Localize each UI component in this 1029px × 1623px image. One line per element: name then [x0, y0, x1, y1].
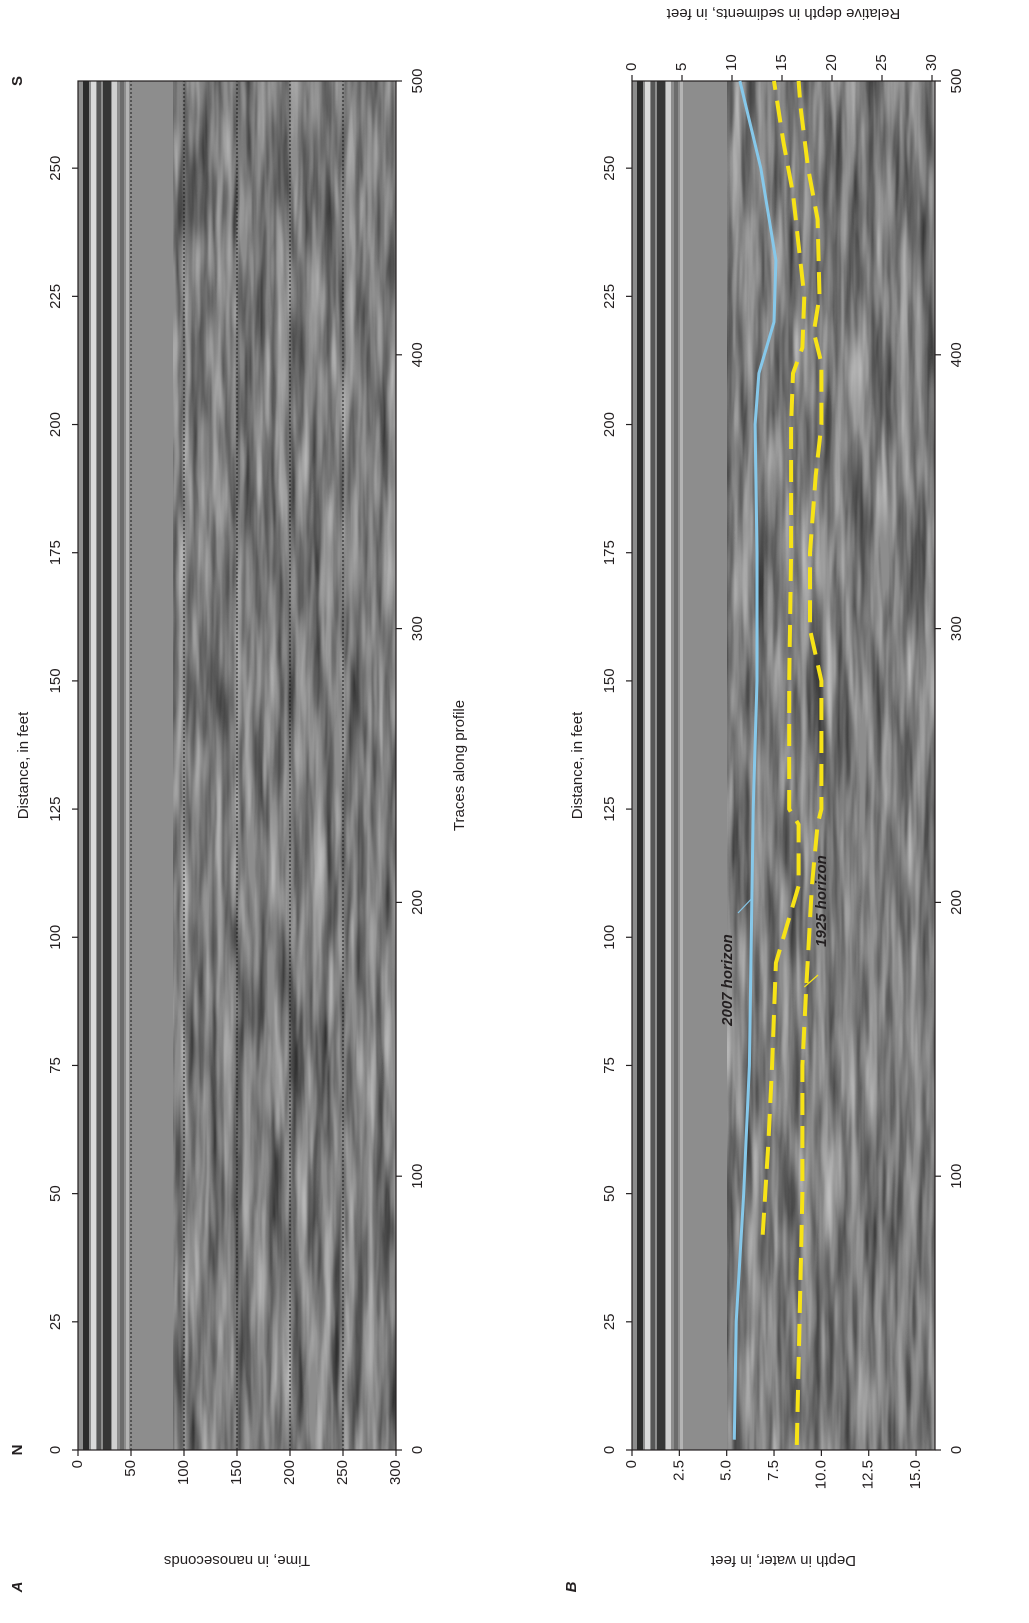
y-tick-label: 200 — [281, 1460, 298, 1485]
x2-axis-label: Traces along profile — [451, 700, 468, 831]
x-axis-label: Distance, in feet — [569, 711, 586, 819]
y2-tick-label: 30 — [923, 54, 940, 71]
x2-tick-label: 0 — [948, 1446, 965, 1454]
y-tick-label: 15.0 — [907, 1460, 924, 1489]
x-tick-label: 0 — [47, 1446, 64, 1454]
x2-tick-label: 500 — [948, 68, 965, 93]
x2-tick-label: 400 — [409, 342, 426, 367]
radar-band — [97, 81, 101, 1450]
radar-band — [645, 81, 650, 1450]
x-tick-label: 200 — [47, 412, 64, 437]
panel-label: B — [563, 1581, 580, 1592]
x-tick-label: 50 — [47, 1185, 64, 1202]
x-tick-label: 125 — [47, 797, 64, 822]
y-tick-label: 12.5 — [860, 1460, 877, 1489]
x2-tick-label: 200 — [948, 890, 965, 915]
radar-band — [651, 81, 655, 1450]
y-tick-label: 300 — [387, 1460, 404, 1485]
radar-band — [637, 81, 643, 1450]
x2-tick-label: 400 — [948, 342, 965, 367]
x2-tick-label: 300 — [409, 616, 426, 641]
figure: ANS0255075100125150175200225250Distance,… — [0, 0, 1029, 1623]
y-tick-label: 250 — [334, 1460, 351, 1485]
horizon-label: 1925 horizon — [813, 855, 830, 947]
x-tick-label: 100 — [601, 925, 618, 950]
radar-band — [126, 81, 129, 1450]
y-tick-label: 150 — [228, 1460, 245, 1485]
x-tick-label: 25 — [47, 1313, 64, 1330]
y-tick-label: 100 — [175, 1460, 192, 1485]
x-axis-label: Distance, in feet — [15, 711, 32, 819]
y-tick-label: 0 — [623, 1460, 640, 1468]
x-tick-label: 0 — [601, 1446, 618, 1454]
x-tick-label: 100 — [47, 925, 64, 950]
page: Ground-penetrating radar profiles {"char… — [0, 0, 1029, 1623]
x-tick-label: 175 — [47, 540, 64, 565]
x-tick-label: 75 — [47, 1057, 64, 1074]
y2-tick-label: 10 — [723, 54, 740, 71]
x-tick-label: 125 — [601, 797, 618, 822]
radar-band — [680, 81, 683, 1450]
x-tick-label: 25 — [601, 1313, 618, 1330]
x2-tick-label: 300 — [948, 616, 965, 641]
y-axis-label: Depth in water, in feet — [710, 1552, 856, 1569]
radar-band — [91, 81, 96, 1450]
x-tick-label: 225 — [47, 284, 64, 309]
y-tick-label: 2.5 — [670, 1460, 687, 1481]
radar-band — [120, 81, 124, 1450]
x-tick-label: 50 — [601, 1185, 618, 1202]
radar-band — [657, 81, 665, 1450]
page-body: ANS0255075100125150175200225250Distance,… — [0, 0, 1029, 1623]
y-tick-label: 5.0 — [718, 1460, 735, 1481]
y2-tick-label: 25 — [873, 54, 890, 71]
x2-tick-label: 100 — [948, 1164, 965, 1189]
y2-tick-label: 20 — [823, 54, 840, 71]
radar-band — [666, 81, 671, 1450]
x2-tick-label: 500 — [409, 68, 426, 93]
end-label: S — [9, 76, 26, 86]
rotated-figure: ANS0255075100125150175200225250Distance,… — [9, 5, 965, 1593]
y-axis-label: Time, in nanoseconds — [164, 1552, 310, 1569]
x-tick-label: 225 — [601, 284, 618, 309]
y-tick-label: 10.0 — [812, 1460, 829, 1489]
radar-band — [112, 81, 117, 1450]
y-tick-label: 7.5 — [765, 1460, 782, 1481]
x2-tick-label: 0 — [409, 1446, 426, 1454]
y-tick-label: 50 — [122, 1460, 139, 1477]
x2-tick-label: 200 — [409, 890, 426, 915]
start-label: N — [9, 1445, 26, 1456]
radar-band — [83, 81, 89, 1450]
radar-band — [674, 81, 678, 1450]
radar-texture — [173, 81, 396, 1450]
x-tick-label: 250 — [47, 156, 64, 181]
horizon-label: 2007 horizon — [719, 934, 736, 1027]
x-tick-label: 250 — [601, 156, 618, 181]
panel-label: A — [9, 1582, 26, 1594]
x-tick-label: 175 — [601, 540, 618, 565]
x-tick-label: 75 — [601, 1057, 618, 1074]
x-tick-label: 150 — [601, 668, 618, 693]
y2-axis-label: Relative depth in sediments, in feet — [666, 5, 900, 22]
y-tick-label: 0 — [69, 1460, 86, 1468]
x2-tick-label: 100 — [409, 1164, 426, 1189]
y2-tick-label: 15 — [773, 54, 790, 71]
radar-texture — [727, 81, 935, 1450]
x-tick-label: 150 — [47, 668, 64, 693]
radar-band — [103, 81, 111, 1450]
y2-tick-label: 0 — [623, 63, 640, 71]
x-tick-label: 200 — [601, 412, 618, 437]
y2-tick-label: 5 — [673, 63, 690, 71]
